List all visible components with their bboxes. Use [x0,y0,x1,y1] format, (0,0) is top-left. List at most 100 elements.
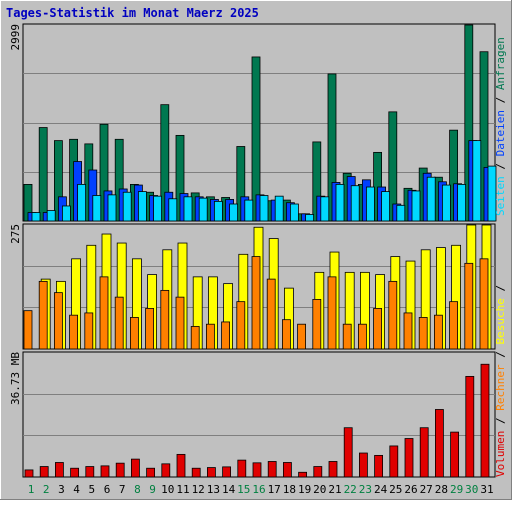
day-label-21: 21 [328,483,341,496]
rechner-bar-day-11 [175,296,185,350]
volume-panel [22,351,496,478]
rechner-bar-day-3 [54,292,63,350]
seiten-bar-day-13 [213,200,223,222]
hits-series-legend: Seiten / Dateien / Anfragen [494,37,507,216]
day-label-20: 20 [313,483,326,496]
seiten-bar-day-16 [259,195,269,222]
legend-besuche: Besuche [494,298,507,344]
hits-panel [22,23,497,222]
day-label-28: 28 [435,483,448,496]
rechner-bar-day-22 [342,323,352,350]
visits-volume-legend: Volumen / Rechner / Besuche / [494,285,507,477]
seiten-bar-day-24 [381,191,391,222]
day-label-23: 23 [359,483,372,496]
rechner-bar-day-10 [160,289,170,350]
rechner-bar-day-12 [190,326,200,350]
volumen-bar-day-23 [358,452,368,478]
rechner-bar-day-9 [145,308,155,350]
seiten-bar-day-10 [168,198,178,222]
day-axis-labels: 1 2 3 4 5 6 7 8 9 10 11 12 13 14 15 16 17 18 19 20 21 22 23 24 2… [28,483,494,496]
seiten-bar-day-4 [77,184,86,222]
volumen-bar-day-8 [130,458,140,478]
rechner-bar-day-2 [38,280,48,350]
visits-panel [22,223,496,350]
rechner-bar-day-29 [449,301,459,350]
seiten-bar-day-14 [229,203,239,222]
day-label-7: 7 [119,483,126,496]
rechner-bar-day-26 [403,312,413,350]
rechner-bar-day-31 [479,258,489,350]
volumen-bar-day-6 [100,465,110,478]
legend-dateien: Dateien [494,110,507,156]
anfragen-bar-day-2 [38,127,48,222]
volumen-bar-day-31 [480,363,490,478]
volumen-bar-day-28 [434,409,444,478]
volumen-bar-day-5 [85,466,95,478]
volumen-bar-day-24 [374,454,384,478]
visits-max-label: 275 [9,224,22,244]
volumen-bar-day-18 [282,462,292,478]
day-label-1: 1 [28,483,35,496]
seiten-bar-day-8 [137,191,147,222]
seiten-bar-day-2 [46,210,56,222]
rechner-bar-day-24 [373,308,383,350]
legend-sep-3: / [494,411,507,431]
volumen-bar-day-22 [343,427,353,478]
seiten-bar-day-18 [289,203,299,222]
rechner-bar-day-15 [236,301,246,350]
day-label-19: 19 [298,483,311,496]
volumen-bar-day-30 [465,375,475,478]
legend-rechner: Rechner [494,364,507,411]
seiten-bar-day-19 [305,214,315,222]
volumen-bar-day-13 [206,467,216,478]
rechner-bar-day-6 [99,276,109,350]
seiten-bar-day-31 [487,165,497,222]
seiten-bar-day-26 [411,190,421,222]
legend-sep-5: / [494,285,507,298]
seiten-bar-day-17 [274,195,284,222]
volumen-bar-day-10 [161,463,171,478]
day-label-15: 15 [237,483,250,496]
rechner-bar-day-17 [266,278,276,350]
day-label-3: 3 [58,483,65,496]
day-label-24: 24 [374,483,388,496]
rechner-bar-day-8 [129,317,139,350]
rechner-bar-day-7 [114,296,124,350]
seiten-bar-day-27 [426,176,436,222]
volumen-bar-day-17 [267,461,277,478]
legend-seiten: Seiten [494,176,507,216]
seiten-bar-day-25 [396,204,406,222]
day-label-10: 10 [161,483,174,496]
volumen-bar-day-26 [404,438,414,478]
rechner-bar-day-27 [418,317,428,350]
volumen-bar-day-25 [389,445,399,478]
seiten-bar-day-20 [320,196,330,222]
rechner-bar-day-30 [464,262,474,350]
rechner-bar-day-20 [312,298,322,350]
seiten-bar-day-9 [153,195,163,222]
seiten-bar-day-22 [350,185,360,222]
volumen-bar-day-16 [252,462,262,478]
day-label-31: 31 [480,483,493,496]
rechner-bar-day-4 [69,314,78,350]
volume-plot-area [22,351,496,478]
legend-sep-1: / [494,156,507,176]
volumen-bar-day-2 [39,466,49,478]
seiten-bar-day-12 [198,197,208,222]
volumen-bar-day-21 [328,461,338,478]
day-label-29: 29 [450,483,463,496]
rechner-bar-day-14 [221,321,231,350]
day-label-18: 18 [283,483,296,496]
seiten-bar-day-11 [183,196,193,222]
seiten-bar-day-23 [365,186,375,222]
seiten-bar-day-3 [62,205,71,222]
day-label-30: 30 [465,483,478,496]
chart-title: Tages-Statistik im Monat Maerz 2025 [6,6,259,20]
volumen-bar-day-27 [419,427,429,478]
volumen-bar-day-15 [237,459,247,478]
rechner-bar-day-13 [205,323,215,350]
seiten-bar-day-29 [457,184,467,222]
rechner-bar-day-28 [433,314,443,350]
volume-max-label: 36.73 MB [9,352,22,405]
